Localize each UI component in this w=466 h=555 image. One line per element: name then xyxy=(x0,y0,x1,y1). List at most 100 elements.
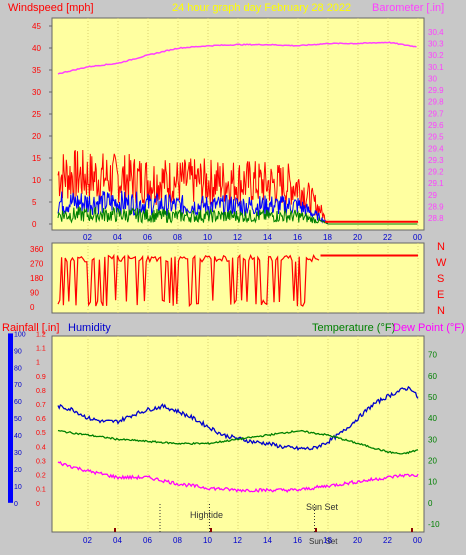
temp-xtick-5: 12 xyxy=(233,536,242,545)
dir-ytick-1: 90 xyxy=(30,289,39,298)
baro-ytick-10: 29.8 xyxy=(428,98,444,107)
temp-xtick-9: 20 xyxy=(353,536,362,545)
hum-ytick-5: 50 xyxy=(14,416,22,423)
temperature-label: Temperature (°F) xyxy=(312,322,395,334)
rain-bar xyxy=(8,333,13,503)
wind-ytick-7: 35 xyxy=(32,66,41,75)
temp-xtick-1: 04 xyxy=(113,536,122,545)
hum-ytick-4: 40 xyxy=(14,433,22,440)
wind-xtick-0: 02 xyxy=(83,233,92,242)
temp-ytick-8: 70 xyxy=(428,351,437,360)
temp-xtick-3: 08 xyxy=(173,536,182,545)
sunset-axis-label: Sun Set xyxy=(309,537,338,546)
wind-xtick-4: 10 xyxy=(203,233,212,242)
baro-ytick-12: 30 xyxy=(428,74,437,83)
baro-ytick-6: 29.4 xyxy=(428,144,444,153)
baro-ytick-5: 29.3 xyxy=(428,156,444,165)
rain-ytick-6: 0.6 xyxy=(36,416,46,423)
temp-xtick-11: 00 xyxy=(413,536,422,545)
rain-ytick-8: 0.8 xyxy=(36,388,46,395)
graph-title: 24 hour graph day February 28 2022 xyxy=(172,2,351,14)
rain-ytick-2: 0.2 xyxy=(36,473,46,480)
rain-ytick-7: 0.7 xyxy=(36,402,46,409)
temp-plot-area xyxy=(51,335,425,533)
wind-ytick-9: 45 xyxy=(32,22,41,31)
wind-ytick-1: 5 xyxy=(32,198,37,207)
wind-xtick-9: 20 xyxy=(353,233,362,242)
baro-ytick-8: 29.6 xyxy=(428,121,444,130)
dir-ytick-0: 0 xyxy=(30,303,35,312)
baro-ytick-7: 29.5 xyxy=(428,133,444,142)
temp-ytick-7: 60 xyxy=(428,372,437,381)
rain-ytick-4: 0.4 xyxy=(36,444,46,451)
temp-ytick-2: 10 xyxy=(428,478,437,487)
barometer-label: Barometer [.in] xyxy=(372,2,444,14)
wind-ytick-0: 0 xyxy=(32,220,37,229)
temp-xtick-0: 02 xyxy=(83,536,92,545)
temperature-line xyxy=(57,429,419,455)
rain-ytick-11: 1.1 xyxy=(36,346,46,353)
baro-ytick-1: 28.9 xyxy=(428,203,444,212)
wind-low-line xyxy=(57,206,418,225)
baro-ytick-14: 30.2 xyxy=(428,51,444,60)
baro-ytick-15: 30.3 xyxy=(428,39,444,48)
temp-xtick-10: 22 xyxy=(383,536,392,545)
rain-ytick-5: 0.5 xyxy=(36,430,46,437)
temp-xtick-6: 14 xyxy=(263,536,272,545)
temp-xtick-8: 18 xyxy=(323,536,332,545)
hum-ytick-8: 80 xyxy=(14,365,22,372)
wind-ytick-3: 15 xyxy=(32,154,41,163)
compass-n2: N xyxy=(437,305,445,317)
hum-ytick-2: 20 xyxy=(14,467,22,474)
compass-s: S xyxy=(437,273,444,285)
sunset-label: Sun Set xyxy=(306,502,339,512)
baro-ytick-3: 29.1 xyxy=(428,179,444,188)
wind-xtick-2: 06 xyxy=(143,233,152,242)
baro-ytick-4: 29.2 xyxy=(428,168,444,177)
rain-ytick-10: 1 xyxy=(36,360,40,367)
temp-ytick-4: 30 xyxy=(428,435,437,444)
wind-xtick-1: 04 xyxy=(113,233,122,242)
compass-n1: N xyxy=(437,241,445,253)
windspeed-label: Windspeed [mph] xyxy=(8,2,94,14)
dewpoint-line xyxy=(57,461,419,493)
baro-ytick-16: 30.4 xyxy=(428,28,444,37)
baro-ytick-13: 30.1 xyxy=(428,63,444,72)
dir-ytick-4: 360 xyxy=(30,245,44,254)
temp-ytick-6: 50 xyxy=(428,393,437,402)
baro-ytick-0: 28.8 xyxy=(428,214,444,223)
baro-ytick-2: 29 xyxy=(428,191,437,200)
temp-xtick-4: 10 xyxy=(203,536,212,545)
hightide-label: Hightide xyxy=(190,510,223,520)
wind-xtick-7: 16 xyxy=(293,233,302,242)
wind-xtick-10: 22 xyxy=(383,233,392,242)
wind-xtick-3: 08 xyxy=(173,233,182,242)
barometer-line xyxy=(57,41,417,75)
baro-ytick-9: 29.7 xyxy=(428,109,444,118)
hum-ytick-0: 0 xyxy=(14,501,18,508)
wind-ytick-8: 40 xyxy=(32,44,41,53)
temp-ytick-5: 40 xyxy=(428,414,437,423)
wind-ytick-6: 30 xyxy=(32,88,41,97)
wind-xtick-5: 12 xyxy=(233,233,242,242)
wind-xtick-11: 00 xyxy=(413,233,422,242)
rain-ytick-9: 0.9 xyxy=(36,374,46,381)
hum-ytick-3: 30 xyxy=(14,450,22,457)
temp-ytick-0: -10 xyxy=(428,520,440,529)
wind-ytick-2: 10 xyxy=(32,176,41,185)
hum-ytick-6: 60 xyxy=(14,399,22,406)
rain-ytick-0: 0 xyxy=(36,501,40,508)
wind-xtick-8: 18 xyxy=(323,233,332,242)
direction-line xyxy=(57,253,320,308)
temp-ytick-3: 20 xyxy=(428,456,437,465)
wind-ytick-4: 20 xyxy=(32,132,41,141)
hum-ytick-9: 90 xyxy=(14,348,22,355)
rain-ytick-1: 0.1 xyxy=(36,487,46,494)
temp-xtick-7: 16 xyxy=(293,536,302,545)
hum-ytick-10: 100 xyxy=(14,331,26,338)
compass-e: E xyxy=(437,289,444,301)
dir-ytick-3: 270 xyxy=(30,260,44,269)
rain-ytick-3: 0.3 xyxy=(36,458,46,465)
